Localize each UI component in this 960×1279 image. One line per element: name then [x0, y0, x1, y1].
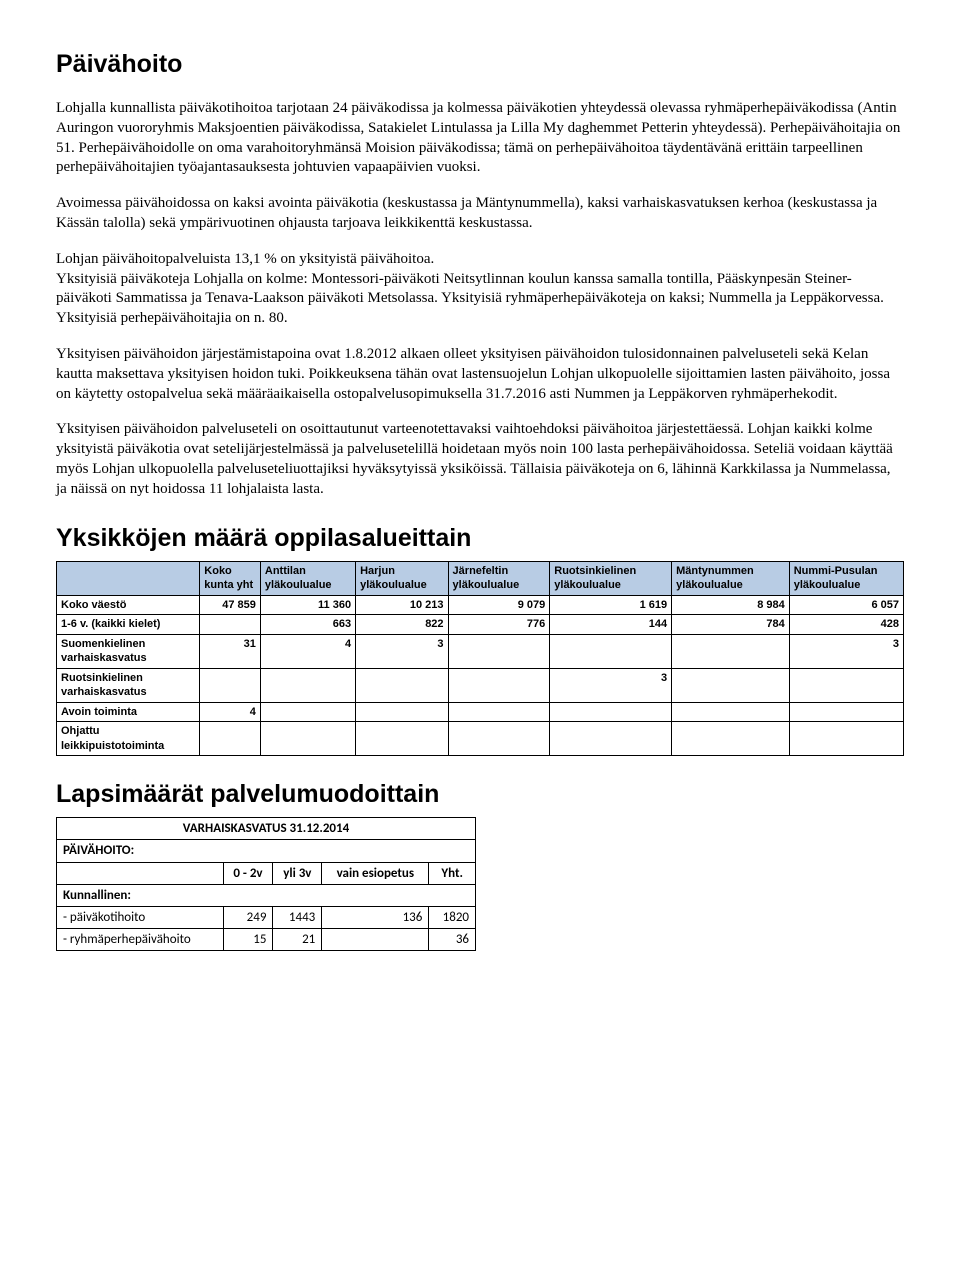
- row-label: Avoin toiminta: [57, 702, 200, 722]
- cell: 10 213: [356, 595, 448, 615]
- cell: [260, 702, 355, 722]
- cell: [672, 634, 790, 668]
- table-row: Avoin toiminta4: [57, 702, 904, 722]
- cell: [789, 702, 903, 722]
- row-label: Ruotsinkielinen varhaiskasvatus: [57, 668, 200, 702]
- cell: 11 360: [260, 595, 355, 615]
- cell: [356, 702, 448, 722]
- units-table: Koko kunta yhtAnttilan yläkoulualueHarju…: [56, 561, 904, 757]
- cell: 3: [789, 634, 903, 668]
- cell: [356, 722, 448, 756]
- cell: [260, 722, 355, 756]
- column-header: Mäntynummen yläkoulualue: [672, 561, 790, 595]
- row-label: - päiväkotihoito: [57, 906, 224, 928]
- paragraph: Yksityisen päivähoidon palveluseteli on …: [56, 420, 904, 499]
- cell: 1 619: [550, 595, 672, 615]
- cell: 4: [200, 702, 261, 722]
- cell: [789, 668, 903, 702]
- cell: 249: [223, 906, 273, 928]
- cell: 136: [322, 906, 429, 928]
- column-header: Nummi-Pusulan yläkoulualue: [789, 561, 903, 595]
- cell: 3: [550, 668, 672, 702]
- paragraph: Lohjalla kunnallista päiväkotihoitoa tar…: [56, 99, 904, 178]
- table-subsection: Kunnallinen:: [57, 884, 476, 906]
- cell: 3: [356, 634, 448, 668]
- column-header: 0 - 2v: [223, 862, 273, 884]
- cell: 9 079: [448, 595, 550, 615]
- row-label: Koko väestö: [57, 595, 200, 615]
- column-header: [57, 561, 200, 595]
- cell: 428: [789, 615, 903, 635]
- table-row: 1-6 v. (kaikki kielet) 663822776144784428: [57, 615, 904, 635]
- column-header: Harjun yläkoulualue: [356, 561, 448, 595]
- cell: [550, 634, 672, 668]
- column-header: Järnefeltin yläkoulualue: [448, 561, 550, 595]
- cell: 776: [448, 615, 550, 635]
- row-label: 1-6 v. (kaikki kielet): [57, 615, 200, 635]
- cell: 8 984: [672, 595, 790, 615]
- cell: [260, 668, 355, 702]
- cell: [322, 929, 429, 951]
- table-row: Ruotsinkielinen varhaiskasvatus 3: [57, 668, 904, 702]
- cell: [448, 634, 550, 668]
- cell: 4: [260, 634, 355, 668]
- column-header: yli 3v: [273, 862, 322, 884]
- paragraph: Lohjan päivähoitopalveluista 13,1 % on y…: [56, 250, 904, 329]
- cell: [356, 668, 448, 702]
- cell: 1820: [429, 906, 476, 928]
- children-table: VARHAISKASVATUS 31.12.2014 PÄIVÄHOITO: 0…: [56, 817, 476, 951]
- cell: [550, 722, 672, 756]
- cell: [200, 668, 261, 702]
- table-row: Suomenkielinen varhaiskasvatus31433: [57, 634, 904, 668]
- column-header: Yht.: [429, 862, 476, 884]
- cell: 1443: [273, 906, 322, 928]
- paragraph: Yksityisen päivähoidon järjestämistapoin…: [56, 345, 904, 404]
- cell: 144: [550, 615, 672, 635]
- cell: [672, 668, 790, 702]
- cell: 31: [200, 634, 261, 668]
- cell: [789, 722, 903, 756]
- cell: 15: [223, 929, 273, 951]
- cell: 47 859: [200, 595, 261, 615]
- cell: [448, 722, 550, 756]
- column-header: vain esiopetus: [322, 862, 429, 884]
- table-row: - päiväkotihoito24914431361820: [57, 906, 476, 928]
- row-label: Suomenkielinen varhaiskasvatus: [57, 634, 200, 668]
- column-header: Ruotsinkielinen yläkoulualue: [550, 561, 672, 595]
- column-header: [57, 862, 224, 884]
- row-label: - ryhmäperhepäivähoito: [57, 929, 224, 951]
- table-title: VARHAISKASVATUS 31.12.2014: [57, 818, 476, 840]
- paragraph: Avoimessa päivähoidossa on kaksi avointa…: [56, 194, 904, 234]
- table-row: Koko väestö47 85911 36010 2139 0791 6198…: [57, 595, 904, 615]
- cell: [550, 702, 672, 722]
- cell: 784: [672, 615, 790, 635]
- page-title: Päivähoito: [56, 48, 904, 81]
- column-header: Koko kunta yht: [200, 561, 261, 595]
- table-section: PÄIVÄHOITO:: [57, 840, 476, 862]
- cell: 6 057: [789, 595, 903, 615]
- cell: [448, 668, 550, 702]
- cell: [672, 722, 790, 756]
- column-header: Anttilan yläkoulualue: [260, 561, 355, 595]
- table-row: Ohjattu leikkipuistotoiminta: [57, 722, 904, 756]
- cell: 21: [273, 929, 322, 951]
- cell: 663: [260, 615, 355, 635]
- cell: 36: [429, 929, 476, 951]
- section-heading: Lapsimäärät palvelumuodoittain: [56, 778, 904, 811]
- section-heading: Yksikköjen määrä oppilasalueittain: [56, 522, 904, 555]
- cell: [200, 615, 261, 635]
- table-row: - ryhmäperhepäivähoito1521 36: [57, 929, 476, 951]
- cell: [200, 722, 261, 756]
- cell: 822: [356, 615, 448, 635]
- cell: [448, 702, 550, 722]
- row-label: Ohjattu leikkipuistotoiminta: [57, 722, 200, 756]
- cell: [672, 702, 790, 722]
